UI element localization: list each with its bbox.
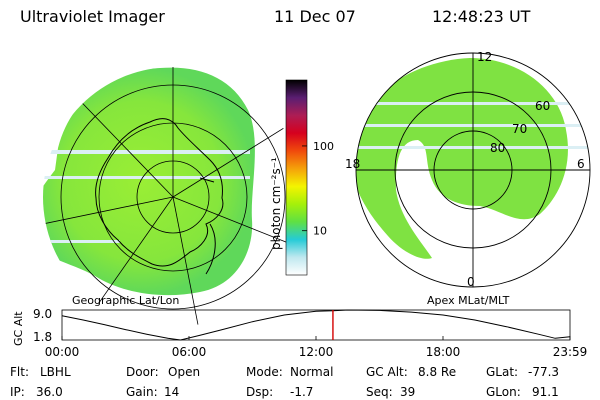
- altitude-xticks: 00:00 06:00 12:00 18:00 23:59: [45, 336, 588, 359]
- time-tick-label: 23:59: [553, 345, 588, 359]
- colorbar-tick-label: 10: [313, 225, 327, 238]
- info-gc-alt: GC Alt: 8.8 Re: [366, 365, 456, 379]
- mlat-mlt-grid: [356, 53, 590, 287]
- mlat-label-70: 70: [512, 122, 527, 136]
- info-seq-value: 39: [400, 385, 415, 399]
- info-ip: IP: 36.0: [10, 385, 63, 399]
- info-gain-value: 14: [164, 385, 179, 399]
- geographic-map: Geographic Lat/Lon: [43, 67, 303, 327]
- colorbar-scale: [285, 79, 308, 276]
- altitude-ylabel: GC Alt: [12, 311, 25, 346]
- info-seq-label: Seq:: [366, 385, 393, 399]
- info-gc-alt-value: 8.8 Re: [418, 365, 456, 379]
- info-panel: Flt: LBHL Door: Open Mode: Normal GC Alt…: [10, 365, 559, 399]
- info-dsp-label: Dsp:: [246, 385, 273, 399]
- altitude-plot: GC Alt 9.0 1.8 00:00 06:00 12:00 18:00 23:59: [12, 307, 587, 359]
- right-map-label: Apex MLat/MLT: [427, 294, 510, 307]
- colorbar-ticks: 100 10: [302, 140, 334, 238]
- mlt-label-bottom: 0: [467, 275, 475, 289]
- info-gain: Gain: 14: [126, 385, 179, 399]
- time-tick-label: 18:00: [426, 345, 461, 359]
- info-flt: Flt: LBHL: [10, 365, 71, 379]
- info-glon: GLon: 91.1: [486, 385, 559, 399]
- altitude-plot-frame: [61, 309, 571, 341]
- info-gain-label: Gain:: [126, 385, 158, 399]
- polar-map-outline: [355, 52, 591, 288]
- mlat-label-60: 60: [535, 99, 550, 113]
- altitude-ytick-top: 9.0: [33, 307, 52, 321]
- header-time: 12:48:23 UT: [432, 7, 531, 26]
- info-glat: GLat: -77.3: [486, 365, 559, 379]
- emission-region-left: [43, 67, 255, 296]
- info-glat-label: GLat:: [486, 365, 518, 379]
- data-gap-band-left-3: [43, 240, 120, 243]
- info-flt-value: LBHL: [40, 365, 71, 379]
- data-gap-band-right-1: [356, 124, 590, 127]
- colorbar-tick-label: 100: [313, 140, 334, 153]
- altitude-series-line: [61, 309, 571, 341]
- time-tick-label: 00:00: [45, 345, 80, 359]
- info-door: Door: Open: [126, 365, 200, 379]
- magnetic-polar-map: 12 18 6 0 60 70 80 Apex MLat/MLT: [345, 50, 591, 307]
- info-mode: Mode: Normal: [246, 365, 333, 379]
- info-ip-label: IP:: [10, 385, 25, 399]
- lat-lon-grid: [43, 67, 303, 327]
- colorbar-unit-label: photon cm⁻²s⁻¹: [269, 157, 283, 250]
- info-dsp: Dsp: -1.7: [246, 385, 313, 399]
- info-seq: Seq: 39: [366, 385, 415, 399]
- left-map-label: Geographic Lat/Lon: [72, 294, 179, 307]
- altitude-ytick-bottom: 1.8: [33, 330, 52, 344]
- mlt-label-right: 6: [577, 157, 585, 171]
- mlat-label-80: 80: [490, 141, 505, 155]
- data-gap-band-left-2: [43, 176, 250, 179]
- header-date: 11 Dec 07: [274, 7, 356, 26]
- data-gap-band-right-3: [356, 102, 590, 105]
- mlt-label-top: 12: [477, 50, 492, 64]
- info-flt-label: Flt:: [10, 365, 29, 379]
- info-door-label: Door:: [126, 365, 159, 379]
- time-tick-label: 06:00: [172, 345, 207, 359]
- info-mode-label: Mode:: [246, 365, 283, 379]
- data-gap-band-left-1: [43, 150, 250, 154]
- info-dsp-value: -1.7: [290, 385, 313, 399]
- mlt-label-left: 18: [345, 157, 360, 171]
- info-ip-value: 36.0: [36, 385, 63, 399]
- info-glon-value: 91.1: [532, 385, 559, 399]
- colorbar: 100 10 photon cm⁻²s⁻¹: [269, 79, 334, 276]
- info-mode-value: Normal: [290, 365, 333, 379]
- instrument-title: Ultraviolet Imager: [20, 7, 165, 26]
- info-door-value: Open: [168, 365, 200, 379]
- time-tick-label: 12:00: [299, 345, 334, 359]
- data-gap-band-right-2: [356, 146, 590, 149]
- info-glon-label: GLon:: [486, 385, 521, 399]
- info-glat-value: -77.3: [528, 365, 559, 379]
- emission-region-right: [356, 58, 568, 259]
- info-gc-alt-label: GC Alt:: [366, 365, 408, 379]
